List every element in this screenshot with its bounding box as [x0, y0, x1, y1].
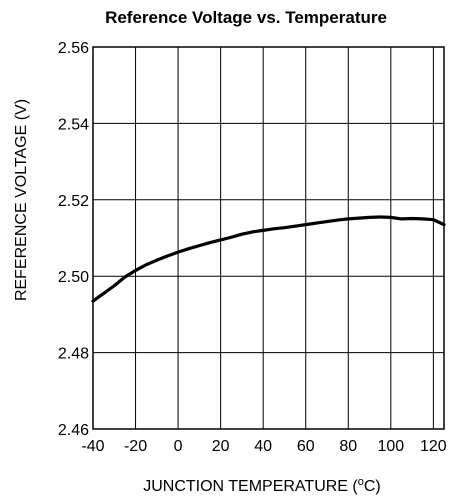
x-axis-label-unit: C) [364, 478, 381, 495]
chart-title: Reference Voltage vs. Temperature [105, 8, 387, 27]
x-tick-label: 20 [212, 438, 230, 455]
y-tick-label: 2.52 [58, 193, 89, 210]
x-tick-label: 120 [420, 438, 447, 455]
y-tick-label: 2.50 [58, 269, 89, 286]
grid [93, 47, 444, 429]
y-axis-ticks: 2.46 2.48 2.50 2.52 2.54 2.56 [58, 40, 89, 439]
x-tick-label: 100 [377, 438, 404, 455]
x-axis-label-text: JUNCTION TEMPERATURE ( [143, 478, 358, 495]
x-tick-label: 60 [297, 438, 315, 455]
y-tick-label: 2.48 [58, 346, 89, 363]
y-tick-label: 2.46 [58, 422, 89, 439]
x-axis-label: JUNCTION TEMPERATURE (oC) [143, 476, 381, 495]
x-axis-label-degree: o [358, 476, 364, 488]
x-tick-label: 40 [254, 438, 272, 455]
series-line-reference-voltage [91, 215, 446, 303]
x-axis-ticks: -40 -20 0 20 40 60 80 100 120 [81, 438, 446, 455]
x-tick-label: 80 [339, 438, 357, 455]
x-tick-label: 0 [174, 438, 183, 455]
x-tick-label: -20 [124, 438, 147, 455]
plot-frame [92, 46, 445, 430]
y-tick-label: 2.56 [58, 40, 89, 57]
x-tick-label: -40 [81, 438, 104, 455]
y-axis-label: REFERENCE VOLTAGE (V) [13, 99, 30, 301]
y-tick-label: 2.54 [58, 116, 89, 133]
